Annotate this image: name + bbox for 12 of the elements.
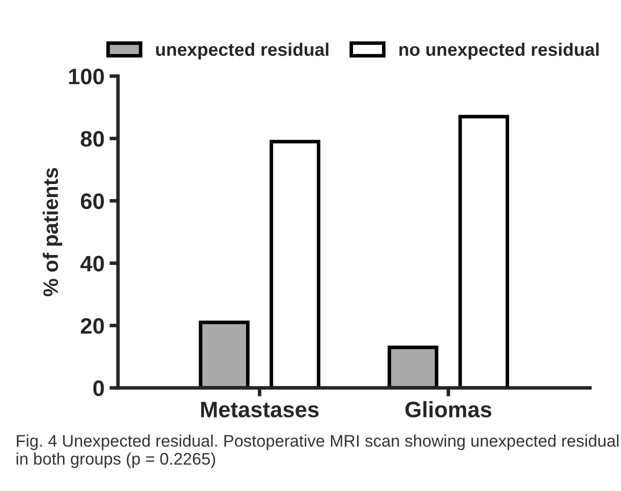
x-tick-label: Metastases xyxy=(201,402,319,418)
y-tick-label: 80 xyxy=(80,130,104,147)
y-tick-label: 0 xyxy=(93,380,104,396)
y-tick-label: 60 xyxy=(80,193,104,210)
legend-label: unexpected residual xyxy=(156,42,328,60)
caption: Fig. 4 Unexpected residual. Postoperative MRI scan showing unexpected residual in both groups (p = 0.2265) xyxy=(16,434,618,468)
y-tick-label: 100 xyxy=(69,68,104,84)
y-axis-title: % of patients xyxy=(42,168,62,296)
x-tick-label: Gliomas xyxy=(405,401,492,418)
y-tick-label: 40 xyxy=(80,256,104,272)
legend-label: no unexpected residual xyxy=(399,42,599,60)
y-tick-label: 20 xyxy=(80,318,104,334)
